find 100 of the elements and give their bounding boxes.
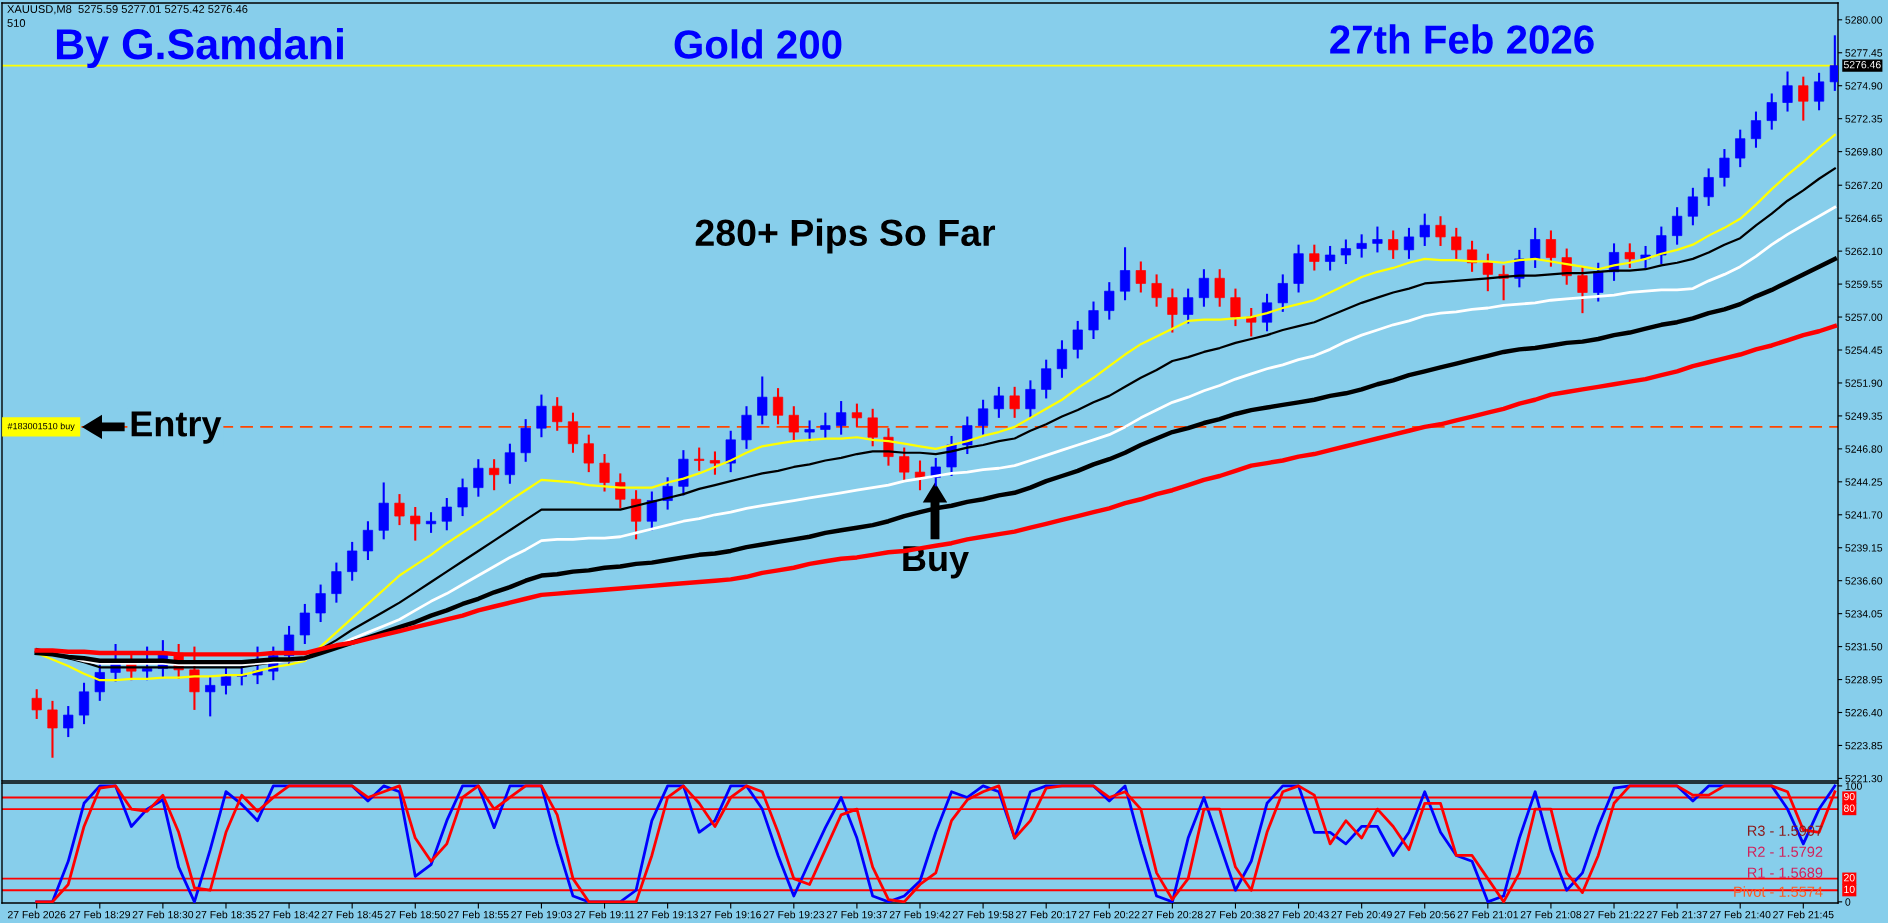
y-tick-label: 5259.55	[1845, 280, 1883, 288]
annotation: Entry	[131, 411, 222, 444]
candlestick	[1214, 268, 1225, 308]
candlestick	[1041, 358, 1052, 400]
x-tick-label: 27 Feb 21:22	[1583, 910, 1645, 919]
candlestick	[94, 662, 105, 702]
candlestick	[504, 442, 515, 485]
y-tick-label: 5251.90	[1845, 379, 1883, 387]
text: Gold 200	[674, 29, 842, 59]
candlestick	[1167, 287, 1178, 334]
candlestick	[457, 477, 468, 518]
candlestick	[315, 583, 326, 624]
x-tick-label: 27 Feb 19:11	[574, 910, 635, 919]
y-tick-label: 5257.00	[1845, 313, 1883, 321]
candlestick	[205, 675, 216, 718]
candlestick	[1072, 319, 1083, 360]
x-tick-label: 27 Feb 19:42	[889, 910, 951, 919]
candlestick	[47, 699, 58, 759]
candlestick	[220, 666, 232, 696]
y-tick-label: 5223.85	[1845, 741, 1883, 750]
ref-line-label: 10	[1844, 885, 1855, 894]
candlestick	[1246, 306, 1257, 338]
candlestick	[552, 396, 563, 432]
candlestick	[1151, 273, 1162, 308]
candlestick	[1340, 238, 1351, 266]
candlestick	[772, 387, 784, 426]
y-tick-label: 5269.80	[1845, 148, 1883, 156]
candlestick	[1277, 273, 1288, 313]
candlestick	[1545, 229, 1557, 268]
x-tick-label: 27 Feb 18:55	[448, 910, 509, 919]
annotation: XAUUSD,M8 5275.59 5277.01 5275.42 5276.46	[7, 5, 248, 15]
candlestick	[867, 407, 878, 448]
candlestick	[78, 681, 90, 726]
candlestick	[1388, 229, 1399, 260]
x-tick-label: 27 Feb 19:37	[826, 910, 888, 919]
text: 510	[7, 19, 26, 27]
x-tick-label: 27 Feb 2026	[7, 910, 66, 919]
candlestick	[914, 459, 926, 492]
candlestick	[1056, 339, 1068, 379]
y-tick-label: 0	[1845, 898, 1851, 906]
candlestick	[1403, 226, 1415, 260]
candlestick	[441, 496, 452, 532]
candlestick	[1435, 215, 1446, 247]
candlestick	[1419, 212, 1430, 247]
x-tick-label: 27 Feb 20:56	[1394, 910, 1455, 919]
ref-line-label: 80	[1843, 804, 1855, 812]
candlestick	[1482, 252, 1493, 293]
candlestick	[362, 520, 374, 562]
y-tick-label: 100	[1845, 782, 1862, 790]
candlestick	[694, 446, 705, 472]
candlestick	[599, 452, 610, 493]
candlestick	[1451, 226, 1462, 260]
annotation: R2 - 1.5792	[1748, 846, 1823, 857]
x-tick-label: 27 Feb 20:49	[1331, 910, 1392, 919]
candlestick	[583, 433, 594, 474]
annotation: By G.Samdani	[56, 27, 343, 69]
candlestick	[489, 458, 500, 492]
y-tick-label: 5267.20	[1845, 181, 1883, 190]
y-tick-label: 5280.00	[1845, 16, 1883, 24]
x-tick-label: 27 Feb 20:38	[1205, 910, 1266, 919]
y-tick-label: 5254.45	[1845, 346, 1883, 354]
candlestick	[1104, 281, 1115, 321]
x-tick-label: 27 Feb 20:28	[1142, 910, 1203, 919]
candlestick	[615, 472, 626, 510]
x-tick-label: 27 Feb 19:16	[700, 910, 761, 919]
y-tick-label: 5221.30	[1845, 774, 1883, 783]
y-tick-label: 5262.10	[1845, 247, 1883, 256]
x-tick-label: 27 Feb 18:45	[322, 910, 383, 919]
y-tick-label: 5236.60	[1845, 577, 1883, 585]
x-tick-label: 27 Feb 18:50	[385, 910, 446, 919]
candlestick	[473, 458, 484, 498]
annotation: 280+ Pips So Far	[695, 218, 996, 254]
x-tick-label: 27 Feb 20:43	[1268, 910, 1329, 919]
candlestick	[63, 705, 74, 739]
ref-line-label: 20	[1844, 874, 1855, 882]
candlestick	[410, 505, 421, 542]
candlestick	[1813, 71, 1825, 112]
candlestick	[1782, 70, 1793, 113]
candlestick	[1577, 265, 1588, 315]
candlestick	[1703, 167, 1714, 207]
candlestick	[709, 450, 721, 476]
candlestick	[1198, 268, 1209, 308]
ref-line-label: #183001510 buy	[7, 422, 75, 432]
candlestick	[1309, 243, 1320, 272]
candlestick	[631, 489, 642, 541]
x-tick-label: 27 Feb 18:35	[195, 910, 257, 919]
annotation: R1 - 1.5689	[1748, 867, 1823, 878]
annotation: 27th Feb 2026	[1330, 24, 1594, 54]
candlestick	[1593, 261, 1604, 303]
x-tick-label: 27 Feb 18:30	[132, 910, 194, 919]
candlestick	[836, 400, 847, 436]
x-tick-label: 27 Feb 21:08	[1520, 910, 1582, 919]
candlestick	[1372, 225, 1383, 254]
candlestick	[1672, 206, 1683, 246]
y-tick-label: 5239.15	[1845, 544, 1883, 552]
y-tick-label: 5272.35	[1845, 115, 1883, 123]
candlestick	[1735, 128, 1746, 169]
y-tick-label: 5234.05	[1845, 610, 1883, 618]
candlestick	[1719, 148, 1730, 188]
candlestick	[331, 561, 342, 604]
